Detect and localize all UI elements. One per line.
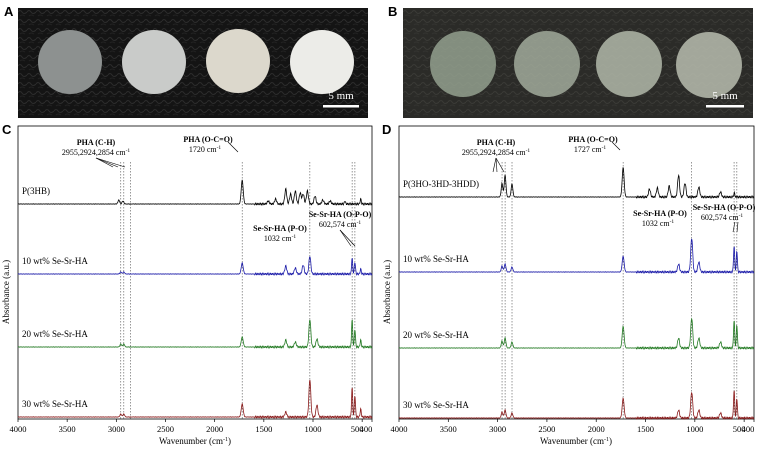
x-tick-label: 2500 — [538, 424, 555, 434]
x-tick-label: 4000 — [10, 424, 27, 434]
series-label: 20 wt% Se-Sr-HA — [403, 330, 469, 340]
annotation-value: 1032 cm-1 — [264, 234, 297, 243]
x-tick-label: 2500 — [157, 424, 174, 434]
ftir-chart-d: Absorbance (a.u.) P(3HO-3HD-3HDD) 10 wt% … — [382, 125, 756, 446]
pha-disc-4 — [290, 30, 354, 94]
series-label: 30 wt% Se-Sr-HA — [22, 399, 88, 409]
x-tick-label: 400 — [360, 424, 373, 434]
photo-panel-b: 5 mm — [403, 8, 753, 118]
spectrum-line — [17, 256, 373, 276]
reference-lines — [120, 162, 356, 419]
annotation-value: 602,574 cm-1 — [701, 213, 744, 222]
x-tick-label: 1500 — [255, 424, 272, 434]
x-tick-label: 1000 — [305, 424, 322, 434]
annotation-p-o: Se-Sr-HA (P-O) 1032 cm-1 — [253, 224, 307, 243]
annotation-value: 1720 cm-1 — [189, 145, 222, 154]
x-tick-label: 3000 — [489, 424, 506, 434]
pha-film-disc-4 — [676, 32, 742, 98]
annotation-value: 2955,2924,2854 cm-1 — [462, 148, 531, 157]
scale-label: 5 mm — [712, 90, 738, 102]
annotation-pha-co: PHA (O-C=O) 1720 cm-1 — [183, 135, 239, 154]
x-axis-label: Wavenumber (cm-1) — [159, 436, 231, 446]
x-tick-label: 3500 — [59, 424, 76, 434]
pha-film-disc-2 — [514, 31, 580, 97]
spectrum-line — [17, 319, 373, 349]
scale-bar — [706, 105, 744, 108]
annotation-p-o: Se-Sr-HA (P-O) 1032 cm-1 — [633, 209, 687, 228]
annotation-pha-co: PHA (O-C=O) 1727 cm-1 — [568, 135, 621, 154]
annotation-title: PHA (O-C=O) — [183, 135, 233, 144]
pha-disc-1 — [38, 30, 102, 94]
annotation-o-p-o: Se-Sr-HA (O-P-O) 602,574 cm-1 — [309, 210, 372, 247]
x-axis-label: Wavenumber (cm-1) — [540, 436, 612, 446]
x-tick-label: 2000 — [206, 424, 223, 434]
annotation-title: PHA (O-C=O) — [568, 135, 618, 144]
annotation-title: Se-Sr-HA (P-O) — [253, 224, 307, 233]
series-label: 30 wt% Se-Sr-HA — [403, 400, 469, 410]
x-tick-label: 3500 — [440, 424, 457, 434]
spectrum-line — [398, 317, 755, 350]
y-axis-label: Absorbance (a.u.) — [1, 260, 11, 324]
series-label: 20 wt% Se-Sr-HA — [22, 329, 88, 339]
series-label: P(3HB) — [22, 186, 50, 196]
spectra-group: P(3HO-3HD-3HDD) 10 wt% Se-Sr-HA 20 wt% Se-… — [398, 167, 755, 420]
scale-label: 5 mm — [328, 90, 354, 102]
panel-letter-a: A — [4, 4, 14, 19]
annotation-o-p-o: Se-Sr-HA (O-P-O) 602,574 cm-1 — [693, 203, 756, 233]
x-tick-label: 500 — [733, 424, 746, 434]
scale-bar — [323, 105, 359, 108]
x-tick-label: 1500 — [637, 424, 654, 434]
x-tick-label: 500 — [351, 424, 364, 434]
annotation-title: Se-Sr-HA (O-P-O) — [693, 203, 756, 212]
annotation-title: PHA (C-H) — [477, 138, 516, 147]
photo-panel-a: 5 mm — [18, 8, 368, 118]
panel-letter-b: B — [388, 4, 398, 19]
reference-lines — [501, 162, 738, 419]
spectrum-line — [398, 238, 755, 274]
annotation-value: 2955,2924,2854 cm-1 — [62, 148, 131, 157]
series-label: 10 wt% Se-Sr-HA — [403, 254, 469, 264]
x-tick-label: 1000 — [686, 424, 703, 434]
annotation-title: Se-Sr-HA (O-P-O) — [309, 210, 372, 219]
x-tick-label: 3000 — [108, 424, 125, 434]
panel-letter-d: D — [382, 122, 392, 137]
panel-letter-c: C — [2, 122, 12, 137]
annotation-title: PHA (C-H) — [77, 138, 116, 147]
spectrum-line — [17, 379, 373, 419]
ftir-chart-c: Absorbance (a.u.) P(3HB) 10 wt% Se-Sr-HA 2… — [1, 125, 373, 446]
pha-film-disc-3 — [596, 31, 662, 97]
series-label: 10 wt% Se-Sr-HA — [22, 256, 88, 266]
spectrum-line — [398, 390, 755, 420]
annotation-value: 602,574 cm-1 — [319, 220, 362, 229]
pha-film-disc-1 — [430, 31, 496, 97]
annotation-value: 1727 cm-1 — [574, 145, 607, 154]
x-tick-label: 400 — [742, 424, 755, 434]
x-tick-label: 2000 — [588, 424, 605, 434]
annotation-pha-ch: PHA (C-H) 2955,2924,2854 cm-1 — [62, 138, 131, 168]
annotation-pha-ch: PHA (C-H) 2955,2924,2854 cm-1 — [462, 138, 531, 173]
spectrum-line — [398, 167, 755, 199]
spectra-group: P(3HB) 10 wt% Se-Sr-HA 20 wt% Se-Sr-HA 30 w… — [17, 179, 373, 419]
y-axis-label: Absorbance (a.u.) — [382, 260, 392, 324]
annotation-title: Se-Sr-HA (P-O) — [633, 209, 687, 218]
pha-disc-2 — [122, 30, 186, 94]
pha-disc-3 — [206, 29, 270, 93]
spectrum-line — [17, 179, 373, 206]
x-tick-label: 4000 — [391, 424, 408, 434]
annotation-value: 1032 cm-1 — [642, 219, 675, 228]
plot-frame — [17, 125, 373, 420]
series-label: P(3HO-3HD-3HDD) — [403, 179, 479, 189]
